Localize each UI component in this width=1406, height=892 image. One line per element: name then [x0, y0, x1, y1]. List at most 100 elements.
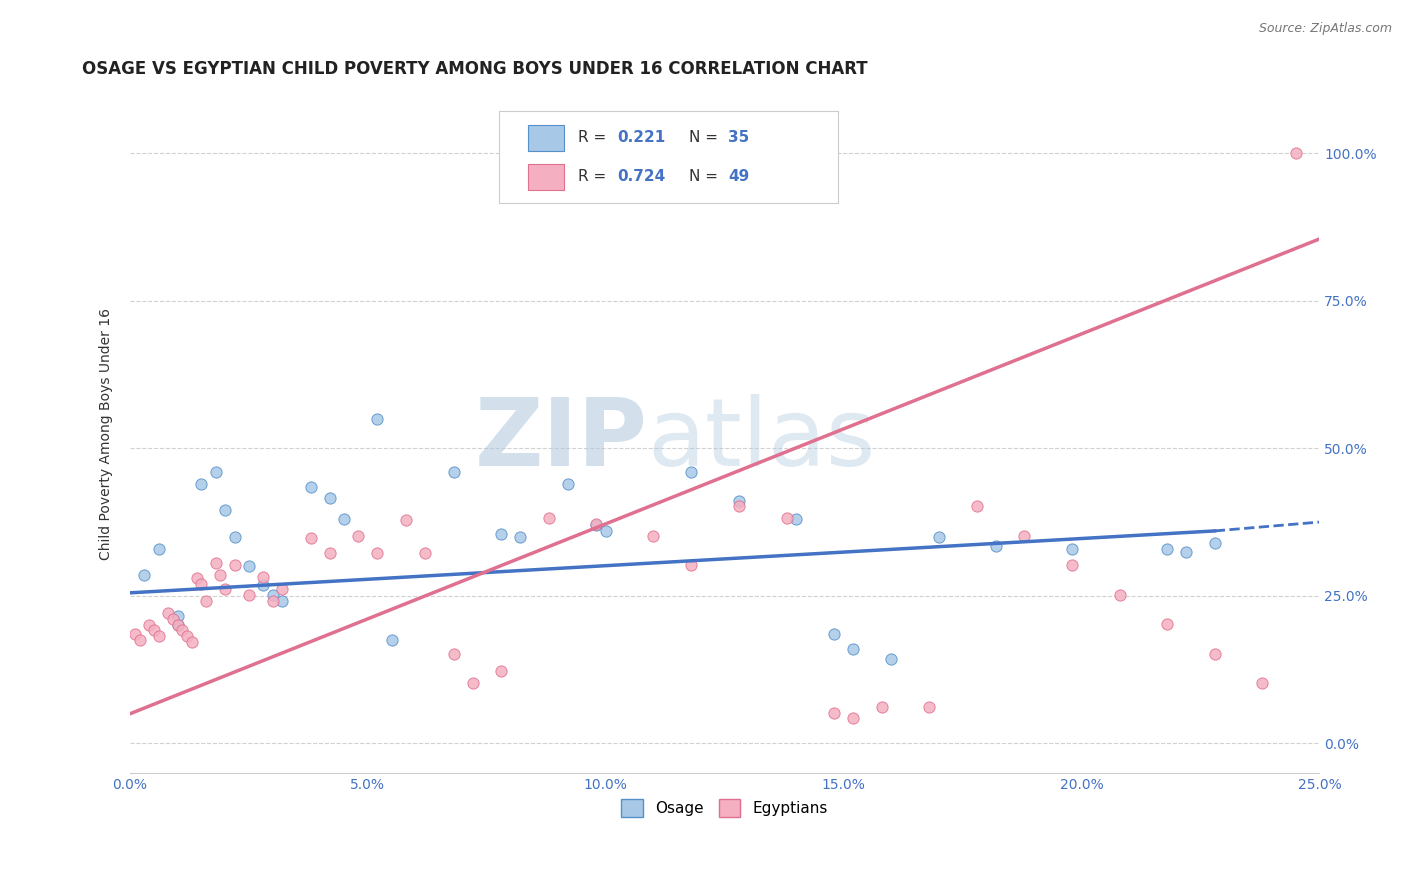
- Point: [366, 412, 388, 426]
- Point: [238, 588, 260, 602]
- Point: [1204, 647, 1226, 661]
- Point: [928, 530, 950, 544]
- Point: [823, 627, 845, 641]
- Text: 49: 49: [728, 169, 749, 184]
- Text: N =: N =: [689, 130, 723, 145]
- Point: [1060, 541, 1083, 556]
- Point: [443, 647, 465, 661]
- Text: atlas: atlas: [647, 394, 876, 486]
- Point: [585, 518, 607, 533]
- Point: [148, 541, 170, 556]
- Point: [204, 465, 226, 479]
- Point: [214, 582, 236, 596]
- Point: [157, 607, 180, 621]
- Point: [1204, 535, 1226, 549]
- Point: [728, 499, 751, 513]
- Point: [224, 558, 246, 573]
- Text: ZIP: ZIP: [475, 394, 647, 486]
- Point: [489, 665, 512, 679]
- Point: [728, 494, 751, 508]
- Point: [271, 582, 294, 596]
- Point: [395, 513, 418, 527]
- Point: [176, 629, 198, 643]
- Point: [262, 588, 284, 602]
- Legend: Osage, Egyptians: Osage, Egyptians: [616, 793, 834, 822]
- Point: [142, 623, 165, 637]
- FancyBboxPatch shape: [529, 164, 564, 190]
- Point: [413, 546, 436, 560]
- Text: 0.724: 0.724: [617, 169, 666, 184]
- Point: [319, 491, 342, 506]
- Point: [489, 526, 512, 541]
- Text: 0.221: 0.221: [617, 130, 666, 145]
- FancyBboxPatch shape: [529, 125, 564, 151]
- Text: OSAGE VS EGYPTIAN CHILD POVERTY AMONG BOYS UNDER 16 CORRELATION CHART: OSAGE VS EGYPTIAN CHILD POVERTY AMONG BO…: [83, 60, 868, 78]
- Point: [271, 593, 294, 607]
- Point: [842, 641, 865, 656]
- Point: [1285, 146, 1308, 161]
- Point: [443, 465, 465, 479]
- Text: 35: 35: [728, 130, 749, 145]
- Point: [643, 528, 665, 542]
- Point: [252, 570, 274, 584]
- Point: [238, 559, 260, 574]
- Point: [299, 531, 322, 545]
- Point: [984, 539, 1007, 553]
- FancyBboxPatch shape: [499, 112, 838, 203]
- Point: [1175, 544, 1198, 558]
- Point: [190, 476, 212, 491]
- Point: [595, 524, 617, 538]
- Point: [162, 612, 184, 626]
- Point: [166, 609, 188, 624]
- Point: [1156, 617, 1178, 632]
- Point: [537, 511, 560, 525]
- Point: [124, 627, 146, 641]
- Point: [190, 577, 212, 591]
- Y-axis label: Child Poverty Among Boys Under 16: Child Poverty Among Boys Under 16: [100, 308, 114, 559]
- Point: [138, 618, 160, 632]
- Text: R =: R =: [578, 130, 612, 145]
- Point: [134, 568, 156, 582]
- Point: [509, 530, 531, 544]
- Point: [366, 546, 388, 560]
- Point: [148, 629, 170, 643]
- Text: N =: N =: [689, 169, 723, 184]
- Point: [1251, 676, 1274, 690]
- Point: [880, 652, 903, 666]
- Point: [842, 711, 865, 725]
- Point: [204, 557, 226, 571]
- Point: [166, 618, 188, 632]
- Point: [128, 633, 150, 648]
- Point: [172, 623, 194, 637]
- Point: [785, 512, 807, 526]
- Point: [918, 699, 941, 714]
- Point: [585, 516, 607, 531]
- Point: [224, 530, 246, 544]
- Point: [186, 571, 208, 585]
- Point: [299, 480, 322, 494]
- Point: [681, 465, 703, 479]
- Point: [381, 633, 404, 648]
- Text: Source: ZipAtlas.com: Source: ZipAtlas.com: [1258, 22, 1392, 36]
- Point: [252, 578, 274, 592]
- Point: [166, 618, 188, 632]
- Point: [319, 546, 342, 560]
- Point: [557, 476, 579, 491]
- Point: [209, 568, 232, 582]
- Point: [333, 512, 356, 526]
- Point: [823, 706, 845, 720]
- Point: [1060, 558, 1083, 573]
- Point: [1156, 541, 1178, 556]
- Point: [775, 511, 797, 525]
- Point: [195, 593, 218, 607]
- Point: [1014, 528, 1036, 542]
- Point: [214, 503, 236, 517]
- Point: [966, 499, 988, 513]
- Point: [180, 635, 202, 649]
- Point: [347, 528, 370, 542]
- Point: [461, 676, 484, 690]
- Text: R =: R =: [578, 169, 612, 184]
- Point: [870, 699, 893, 714]
- Point: [1108, 588, 1130, 602]
- Point: [681, 558, 703, 573]
